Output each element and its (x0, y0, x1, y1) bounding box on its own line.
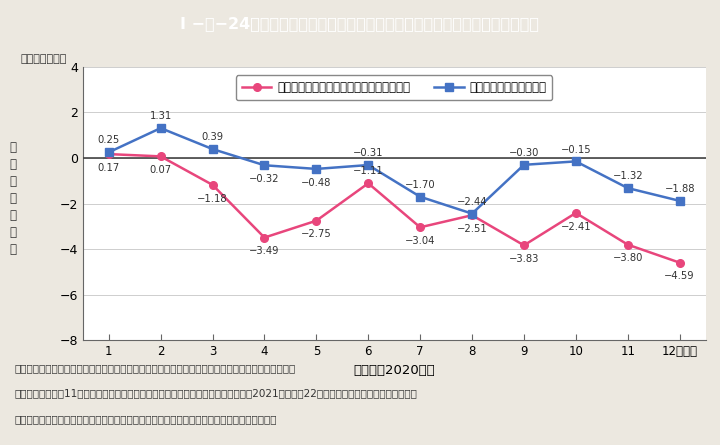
Text: −0.32: −0.32 (249, 174, 279, 184)
Text: −1.18: −1.18 (197, 194, 228, 203)
Text: −0.48: −0.48 (301, 178, 331, 188)
Text: （％ポイント）: （％ポイント） (20, 54, 67, 64)
Text: −0.31: −0.31 (353, 148, 384, 158)
Text: −3.49: −3.49 (249, 246, 279, 256)
Text: −0.15: −0.15 (561, 145, 591, 154)
Text: −2.41: −2.41 (561, 222, 591, 231)
Text: −2.75: −2.75 (301, 229, 332, 239)
Text: 0.39: 0.39 (202, 132, 224, 142)
Text: −1.32: −1.32 (613, 171, 643, 181)
Text: 就
業
率
へ
の
効
果: 就 業 率 へ の 効 果 (9, 141, 17, 255)
Text: −2.44: −2.44 (456, 197, 487, 207)
Text: −3.04: −3.04 (405, 236, 436, 246)
Text: −3.80: −3.80 (613, 253, 643, 263)
Text: 0.07: 0.07 (150, 165, 171, 175)
Text: I −特−24図　２つのグループ間での「コロナ効果」の比較：就業率への効果: I −特−24図 ２つのグループ間での「コロナ効果」の比較：就業率への効果 (181, 16, 539, 31)
Text: −1.11: −1.11 (353, 166, 384, 177)
X-axis label: 令和２（2020）年: 令和２（2020）年 (354, 364, 435, 377)
Text: −1.70: −1.70 (405, 180, 436, 190)
Text: −4.59: −4.59 (665, 271, 695, 281)
Text: ２．「第11回コロナ下の女性への影響と課題に関する研究会」（令和３（2021）年４月22日）山口構成員提出資料より作成。: ２．「第11回コロナ下の女性への影響と課題に関する研究会」（令和３（2021）年… (14, 388, 418, 398)
Text: −3.83: −3.83 (509, 254, 539, 264)
Legend: 末子が未就学又は小学生である有配偶女性, 子供のいない有配偶女性: 末子が未就学又は小学生である有配偶女性, 子供のいない有配偶女性 (236, 75, 552, 100)
Text: −1.88: −1.88 (665, 184, 695, 194)
Text: 0.17: 0.17 (98, 163, 120, 173)
Text: ３．比較に当たり，学歴，年齢，地域，産業，職業，雇用形態の差は除去している。: ３．比較に当たり，学歴，年齢，地域，産業，職業，雇用形態の差は除去している。 (14, 414, 277, 424)
Text: 0.25: 0.25 (98, 135, 120, 146)
Text: （備考）１．総務省統計局所管の「労働力調査」の調査票情報を利用して独自に集計を行ったもの。: （備考）１．総務省統計局所管の「労働力調査」の調査票情報を利用して独自に集計を行… (14, 363, 296, 372)
Text: 1.31: 1.31 (150, 111, 172, 121)
Text: −0.30: −0.30 (509, 148, 539, 158)
Text: −2.51: −2.51 (456, 224, 487, 234)
